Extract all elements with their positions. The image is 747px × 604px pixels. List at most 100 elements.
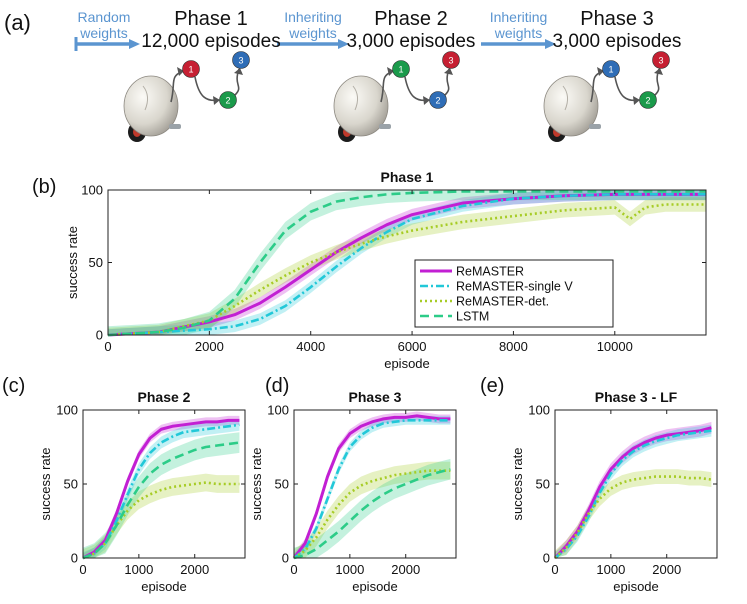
series-line-remaster [82, 418, 240, 560]
series-line-det [293, 469, 451, 560]
graph-node [442, 51, 460, 69]
panel-a-label: (a) [4, 10, 31, 35]
arrow-head [545, 39, 556, 49]
y-tick-label: 100 [81, 183, 103, 198]
x-tick-label: 4000 [296, 339, 325, 354]
series-band-remaster [83, 415, 240, 558]
y-tick-label: 50 [536, 477, 550, 492]
graph-edge-arrowhead [177, 67, 184, 76]
y-tick-label: 100 [267, 403, 289, 418]
graph-node [219, 91, 237, 109]
x-tick-label: 1000 [124, 562, 153, 577]
x-tick-label: 2000 [180, 562, 209, 577]
panel-c-chart: (c) Phase 2 0 1000 2000 0 50 100 episode success … [2, 375, 246, 594]
chart-title: Phase 2 [138, 389, 191, 405]
robot-body [543, 75, 599, 137]
phase-episodes: 3,000 episodes [553, 31, 682, 52]
robot-icon [333, 75, 391, 142]
series-line-lstm [107, 190, 706, 337]
series-line-lstm [82, 441, 240, 560]
robot-seam [142, 85, 149, 111]
graph-edge-arrowhead [213, 96, 220, 105]
series-band-single_v [83, 418, 240, 558]
arrow-label-line1: Inheriting [490, 9, 548, 25]
graph-edge-arrowhead [654, 68, 663, 75]
robot-body [123, 75, 179, 137]
series-line-single_v [293, 419, 451, 560]
y-axis-label: success rate [510, 448, 525, 521]
x-tick-label: 2000 [652, 562, 681, 577]
series-line-remaster [553, 426, 712, 560]
arrow-head [338, 39, 349, 49]
graph-node [602, 60, 620, 78]
series-line-remaster [292, 414, 451, 559]
arrow-label-line2: weights [79, 25, 127, 41]
series-line-det [107, 203, 706, 337]
graph-node [232, 51, 250, 69]
y-axis-label: success rate [249, 448, 264, 521]
y-tick-label: 100 [56, 403, 78, 418]
panel-a-schematic: (a) RandomweightsInheritingweightsInherit… [4, 8, 681, 142]
graph-edge-arrowhead [597, 67, 604, 76]
x-axis-label: episode [352, 579, 398, 594]
phase-title: Phase 3 [580, 8, 653, 30]
y-tick-label: 0 [282, 551, 289, 566]
x-tick-label: 0 [79, 562, 86, 577]
series-band-lstm [294, 458, 451, 558]
x-tick-label: 8000 [499, 339, 528, 354]
y-tick-label: 50 [64, 477, 78, 492]
graph-node [182, 60, 200, 78]
legend-entry: ReMASTER [456, 265, 524, 279]
x-tick-label: 10000 [597, 339, 633, 354]
arrow-label-line2: weights [288, 25, 336, 41]
graph-node [429, 91, 447, 109]
panel-b-chart: (b) Phase 1 0 2000 4000 6000 8000 10000 0 50 100 ep… [32, 169, 707, 371]
robot-seam [352, 85, 359, 111]
graph-edge [194, 76, 220, 102]
series-line-single_v [107, 193, 706, 337]
series-line-lstm [293, 467, 451, 560]
phase-title: Phase 2 [374, 8, 447, 30]
series-band-single_v [108, 190, 706, 335]
panel-label: (d) [265, 375, 289, 397]
graph-edge-arrowhead [234, 68, 243, 75]
graph-node [392, 60, 410, 78]
panel-label: (e) [480, 375, 504, 397]
x-tick-label: 0 [551, 562, 558, 577]
y-axis-label: success rate [65, 226, 80, 299]
robot-icon [543, 75, 601, 142]
legend-entry: ReMASTER-single V [456, 280, 573, 294]
arrow-label-line2: weights [494, 25, 542, 41]
robot-icon [123, 75, 181, 142]
panel-e-chart: (e) Phase 3 - LF 0 1000 2000 0 50 100 episode suc… [480, 375, 718, 594]
graph-node-number: 1 [398, 65, 403, 75]
robot-gripper [169, 124, 181, 129]
graph-node-number: 2 [645, 96, 650, 106]
phase-episodes: 12,000 episodes [141, 31, 280, 52]
x-tick-label: 2000 [391, 562, 420, 577]
phase-episodes: 3,000 episodes [347, 31, 476, 52]
graph-node [652, 51, 670, 69]
series-line-det [82, 481, 240, 560]
series-line-single_v [554, 429, 712, 560]
y-tick-label: 0 [71, 551, 78, 566]
panel-label: (b) [32, 176, 56, 198]
graph-edge-arrowhead [633, 96, 640, 105]
x-axis-label: episode [141, 579, 187, 594]
y-tick-label: 0 [543, 551, 550, 566]
graph-node-number: 1 [188, 65, 193, 75]
x-tick-label: 6000 [398, 339, 427, 354]
robot-seam [562, 85, 569, 111]
graph-node-number: 2 [225, 96, 230, 106]
graph-edge-arrowhead [423, 96, 430, 105]
graph-node-number: 3 [238, 56, 243, 66]
x-tick-label: 1000 [596, 562, 625, 577]
robot-body [333, 75, 389, 137]
legend-entry: ReMASTER-det. [456, 295, 549, 309]
series-line-det [554, 475, 712, 559]
x-tick-label: 0 [290, 562, 297, 577]
graph-node-number: 3 [448, 56, 453, 66]
series-band-det [555, 469, 712, 558]
